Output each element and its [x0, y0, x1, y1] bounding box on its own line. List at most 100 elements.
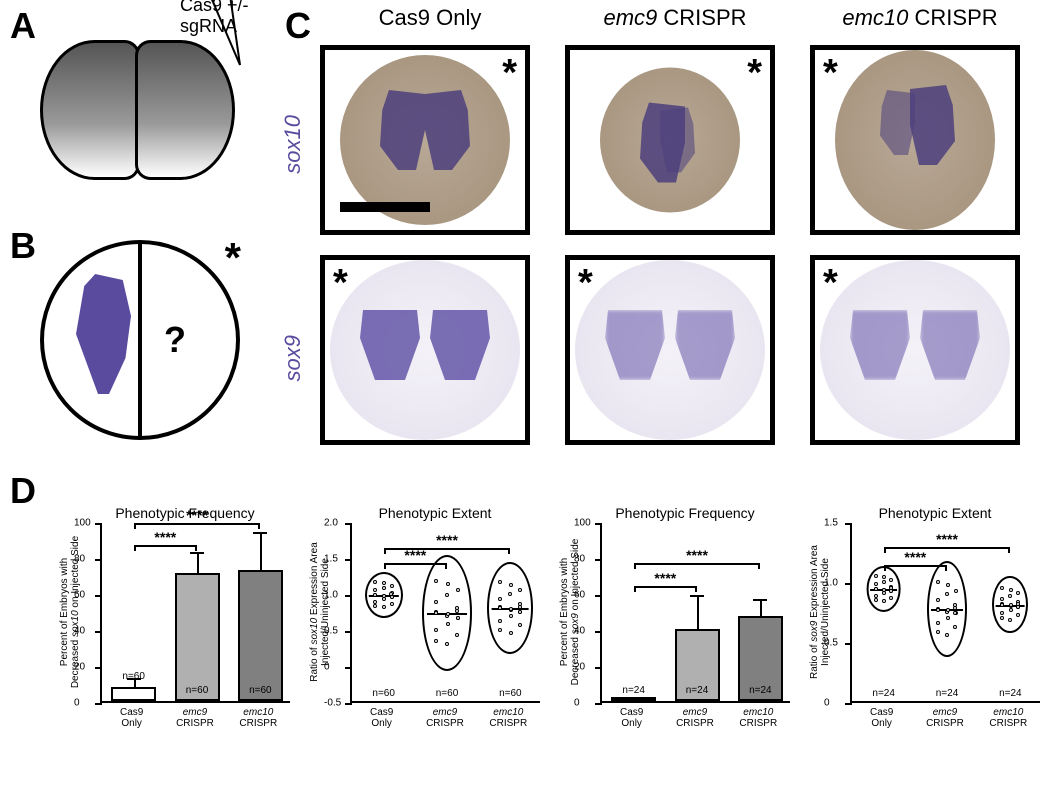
assay-embryo-icon: ? *: [40, 240, 240, 440]
y-tick-label: 20: [74, 662, 85, 673]
n-label: n=24: [869, 688, 899, 699]
scale-bar: [340, 202, 430, 212]
x-category-label: emc9CRISPR: [415, 707, 475, 729]
y-tick-label: 0.5: [824, 638, 838, 649]
plot-area: Ratio of sox9 Expression AreaInjected/Un…: [850, 523, 1040, 703]
two-cell-embryo-icon: [40, 40, 240, 200]
y-tick-label: 80: [74, 554, 85, 565]
n-label: n=60: [432, 688, 462, 699]
injected-star-icon: *: [333, 262, 348, 305]
n-label: n=60: [119, 671, 149, 682]
panel-c-grid: sox10 sox9 Cas9 Onlyemc9 CRISPRemc10 CRI…: [290, 10, 1040, 460]
embryo-image-r1-c1: *: [565, 255, 775, 445]
significance-stars: ****: [436, 532, 458, 548]
bar-0: [111, 687, 156, 701]
y-tick-label: 0: [324, 662, 330, 673]
x-category-label: emc9CRISPR: [665, 707, 725, 729]
y-tick-label: 60: [574, 590, 585, 601]
col-header-2: emc10 CRISPR: [810, 5, 1030, 31]
n-label: n=24: [745, 685, 775, 696]
n-label: n=24: [682, 685, 712, 696]
significance-stars: ****: [904, 549, 926, 565]
n-label: n=24: [995, 688, 1025, 699]
significance-stars: ****: [654, 570, 676, 586]
embryo-image-r1-c2: *: [810, 255, 1020, 445]
n-label: n=60: [245, 685, 275, 696]
x-category-label: emc10CRISPR: [728, 707, 788, 729]
chart-title: Phenotypic Frequency: [570, 505, 800, 521]
y-axis-label: Ratio of sox9 Expression AreaInjected/Un…: [809, 522, 831, 702]
row-label-sox9: sox9: [280, 335, 306, 381]
significance-stars: ****: [154, 529, 176, 545]
y-tick-label: 40: [74, 626, 85, 637]
y-tick-label: 0: [824, 698, 830, 709]
injected-star-icon: *: [823, 52, 838, 95]
injected-star-icon: *: [502, 52, 517, 95]
significance-stars: ****: [686, 547, 708, 563]
chart-title: Phenotypic Frequency: [70, 505, 300, 521]
x-category-label: Cas9Only: [102, 707, 162, 729]
n-label: n=24: [932, 688, 962, 699]
y-tick-label: 0: [74, 698, 80, 709]
panel-label-d: D: [10, 470, 36, 512]
embryo-image-r1-c0: *: [320, 255, 530, 445]
x-category-label: emc10CRISPR: [478, 707, 538, 729]
bar-0: [611, 697, 656, 701]
bar-2: [238, 570, 283, 701]
col-header-1: emc9 CRISPR: [565, 5, 785, 31]
x-category-label: Cas9Only: [602, 707, 662, 729]
col-header-0: Cas9 Only: [320, 5, 540, 31]
n-label: n=60: [369, 688, 399, 699]
y-tick-label: -0.5: [324, 698, 341, 709]
y-tick-label: 1.0: [824, 578, 838, 589]
y-tick-label: 1.5: [324, 554, 338, 565]
significance-stars: ****: [936, 531, 958, 547]
y-tick-label: 1.0: [324, 590, 338, 601]
injected-star-icon: *: [823, 262, 838, 305]
panel-label-b: B: [10, 225, 36, 267]
y-tick-label: 40: [574, 626, 585, 637]
x-category-label: Cas9Only: [852, 707, 912, 729]
y-tick-label: 20: [574, 662, 585, 673]
x-category-label: Cas9Only: [352, 707, 412, 729]
chart-0: Phenotypic Frequency Percent of Embryos w…: [70, 505, 300, 765]
panel-d-charts: Phenotypic FrequencyPercent of Embryos w…: [40, 475, 1030, 775]
injected-star-icon: *: [578, 262, 593, 305]
plot-area: Ratio of sox10 Expression AreaInjected/U…: [350, 523, 540, 703]
chart-1: Phenotypic Extent Ratio of sox10 Expressi…: [320, 505, 550, 765]
y-axis-label: Ratio of sox10 Expression AreaInjected/U…: [309, 522, 331, 702]
y-tick-label: 0.5: [324, 626, 338, 637]
y-tick-label: 1.5: [824, 518, 838, 529]
chart-3: Phenotypic Extent Ratio of sox9 Expressio…: [820, 505, 1050, 765]
y-tick-label: 60: [74, 590, 85, 601]
stain-region-icon: [76, 274, 131, 394]
question-mark: ?: [164, 319, 186, 361]
panel-label-a: A: [10, 5, 36, 47]
n-label: n=24: [619, 685, 649, 696]
y-axis-label: Percent of Embryos withDecreased sox9 on…: [559, 522, 581, 702]
y-tick-label: 100: [74, 518, 91, 529]
embryo-image-r0-c1: *: [565, 45, 775, 235]
injected-side-star: *: [225, 234, 241, 282]
embryo-image-r0-c2: *: [810, 45, 1020, 235]
embryo-image-r0-c0: *: [320, 45, 530, 235]
significance-stars: ****: [186, 507, 208, 523]
x-category-label: emc9CRISPR: [915, 707, 975, 729]
injected-star-icon: *: [747, 52, 762, 95]
n-label: n=60: [182, 685, 212, 696]
y-axis-label: Percent of Embryos withDecreased sox10 o…: [59, 522, 81, 702]
chart-title: Phenotypic Extent: [820, 505, 1050, 521]
x-category-label: emc9CRISPR: [165, 707, 225, 729]
y-tick-label: 100: [574, 518, 591, 529]
y-tick-label: 2.0: [324, 518, 338, 529]
n-label: n=60: [495, 688, 525, 699]
chart-title: Phenotypic Extent: [320, 505, 550, 521]
x-category-label: emc10CRISPR: [228, 707, 288, 729]
y-tick-label: 0: [574, 698, 580, 709]
panel-b-schematic: ? *: [40, 230, 270, 450]
plot-area: Percent of Embryos withDecreased sox9 on…: [600, 523, 790, 703]
y-tick-label: 80: [574, 554, 585, 565]
row-label-sox10: sox10: [280, 115, 306, 174]
chart-2: Phenotypic Frequency Percent of Embryos w…: [570, 505, 800, 765]
plot-area: Percent of Embryos withDecreased sox10 o…: [100, 523, 290, 703]
